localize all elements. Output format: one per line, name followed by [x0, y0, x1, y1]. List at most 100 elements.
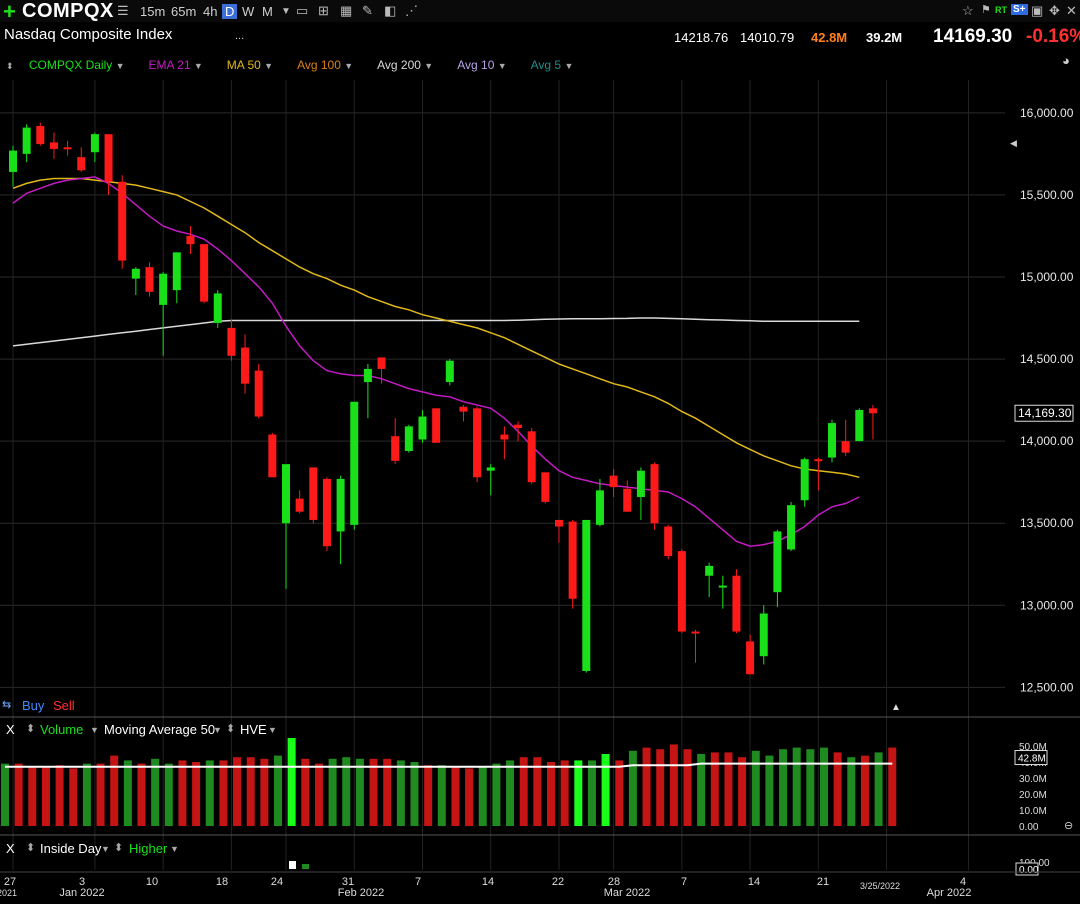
volume-pane-toggle-icon[interactable]: ⬍ — [26, 723, 36, 735]
hve-dropdown-icon[interactable]: ▼ — [268, 725, 277, 735]
flag-icon[interactable]: ⚑ — [981, 4, 991, 16]
volume-bar — [874, 752, 883, 826]
star-icon[interactable]: ☆ — [962, 3, 974, 18]
volume-tick-label: 30.0M — [1019, 774, 1047, 785]
volume-bar — [492, 763, 501, 826]
legend-dropdown-icon[interactable]: ▼ — [193, 61, 203, 71]
hve-toggle-icon[interactable]: ⬍ — [226, 723, 236, 735]
volume-pane-close[interactable]: X — [6, 722, 15, 737]
volume-current-label: 42.8M — [1018, 754, 1046, 765]
volume-bar — [792, 747, 801, 826]
date-tick-label: 14 — [482, 876, 494, 888]
settings-icon[interactable]: ◕ — [1062, 53, 1070, 68]
volume-bar — [697, 754, 706, 826]
legend-dropdown-icon[interactable]: ▼ — [344, 61, 354, 71]
volume-bar — [574, 760, 583, 826]
legend-dropdown-icon[interactable]: ▼ — [497, 61, 507, 71]
volume-bar — [547, 762, 555, 826]
volume-bar — [451, 766, 460, 826]
candle-body — [623, 488, 632, 512]
higher-dropdown-icon[interactable]: ▼ — [170, 844, 179, 854]
date-tick-label: Jan 2022 — [59, 887, 104, 899]
volume-bar — [69, 768, 78, 826]
inside-day-toggle-icon[interactable]: ⬍ — [26, 842, 36, 854]
candle-body — [828, 423, 836, 458]
name-ellipsis[interactable]: ... — [235, 30, 245, 42]
indicator-pane-close[interactable]: X — [6, 841, 15, 856]
candle-body — [527, 431, 536, 483]
date-tick-label: 3/25/2022 — [860, 881, 900, 891]
higher-label[interactable]: Higher — [129, 841, 168, 856]
collapse-arrow-icon[interactable]: ▲ — [891, 702, 901, 713]
volume-bar — [328, 758, 337, 826]
close-icon[interactable]: ✕ — [1066, 3, 1077, 18]
tf-weekly[interactable]: W — [242, 4, 255, 19]
candle-body — [227, 327, 236, 356]
save-icon[interactable]: ▣ — [1031, 3, 1044, 18]
inside-day-label[interactable]: Inside Day — [40, 841, 102, 856]
share-icon[interactable]: ⋰ — [405, 3, 418, 18]
legend-item[interactable]: Avg 10 ▼ — [457, 58, 507, 72]
calendar-icon[interactable]: ▦ — [340, 3, 353, 18]
volume-bar — [123, 760, 132, 826]
trade-icon[interactable]: ⇆ — [2, 699, 12, 711]
tf-daily[interactable]: D — [222, 4, 238, 19]
volume-bar — [847, 757, 856, 826]
buy-button[interactable]: Buy — [22, 698, 45, 713]
draw-icon[interactable]: ✎ — [362, 3, 373, 18]
tf-15m[interactable]: 15m — [140, 4, 166, 19]
camera-icon[interactable]: ◧ — [384, 3, 397, 18]
legend-dropdown-icon[interactable]: ▼ — [424, 61, 434, 71]
sell-button[interactable]: Sell — [53, 698, 75, 713]
volume-bar — [178, 760, 187, 826]
inside-day-dropdown-icon[interactable]: ▼ — [101, 844, 110, 854]
volume-ma-dropdown-icon[interactable]: ▼ — [213, 725, 222, 735]
legend-item[interactable]: Avg 100 ▼ — [297, 58, 354, 72]
volume-bar — [506, 760, 515, 826]
legend-dropdown-icon[interactable]: ▼ — [115, 61, 125, 71]
zoom-out-icon[interactable]: ⊖ — [1064, 820, 1074, 832]
move-icon[interactable]: ✥ — [1049, 3, 1060, 18]
legend-item[interactable]: Avg 5 ▼ — [530, 58, 574, 72]
higher-toggle-icon[interactable]: ⬍ — [114, 842, 124, 854]
tf-monthly[interactable]: M — [262, 4, 273, 19]
candle-body — [636, 470, 645, 497]
date-tick-label: 2021 — [0, 888, 17, 898]
candle-body — [254, 370, 263, 417]
legend-toggle-icon[interactable]: ⬍ — [6, 61, 14, 71]
symbol-label[interactable]: COMPQX — [22, 0, 114, 22]
tf-4h[interactable]: 4h — [203, 4, 218, 19]
volume-dropdown-icon[interactable]: ▼ — [90, 725, 99, 735]
price-axis: 16,000.00 15,500.00 15,000.00 14,500.00 14,0… — [1010, 106, 1074, 695]
add-symbol-icon[interactable]: + — [3, 0, 16, 24]
legend-dropdown-icon[interactable]: ▼ — [264, 61, 274, 71]
indicator-icon[interactable]: ⊞ — [318, 3, 329, 18]
legend-item[interactable]: COMPQX Daily ▼ — [28, 58, 125, 72]
legend-item[interactable]: EMA 21 ▼ — [148, 58, 203, 72]
candle-body — [404, 426, 413, 451]
candle-body — [363, 368, 372, 383]
list-icon[interactable]: ☰ — [117, 3, 129, 18]
volume-label[interactable]: Volume — [40, 722, 84, 737]
legend-dropdown-icon[interactable]: ▼ — [564, 61, 574, 71]
date-tick-label: 10 — [146, 876, 158, 888]
volume-bar — [533, 757, 542, 826]
candle-body — [9, 150, 17, 172]
s-plus-badge[interactable]: S+ — [1011, 4, 1028, 15]
legend-item[interactable]: Avg 200 ▼ — [377, 58, 434, 72]
volume-bar — [779, 749, 788, 826]
candles — [9, 122, 877, 675]
candle-body — [391, 436, 400, 461]
hve-label[interactable]: HVE — [240, 722, 267, 737]
volume-bar — [14, 763, 23, 826]
volume-ma-label[interactable]: Moving Average 50 — [104, 722, 216, 737]
volume-bar — [41, 766, 50, 826]
chart-type-icon[interactable]: ▭ — [296, 3, 309, 18]
tf-65m[interactable]: 65m — [171, 4, 197, 19]
last-price: 14169.30 — [933, 26, 1013, 47]
legend-item[interactable]: MA 50 ▼ — [226, 58, 274, 72]
timeframe-dropdown-icon[interactable]: ▼ — [281, 6, 291, 17]
candle-body — [650, 464, 659, 524]
candle-body — [241, 347, 250, 384]
top-toolbar — [0, 0, 1080, 22]
